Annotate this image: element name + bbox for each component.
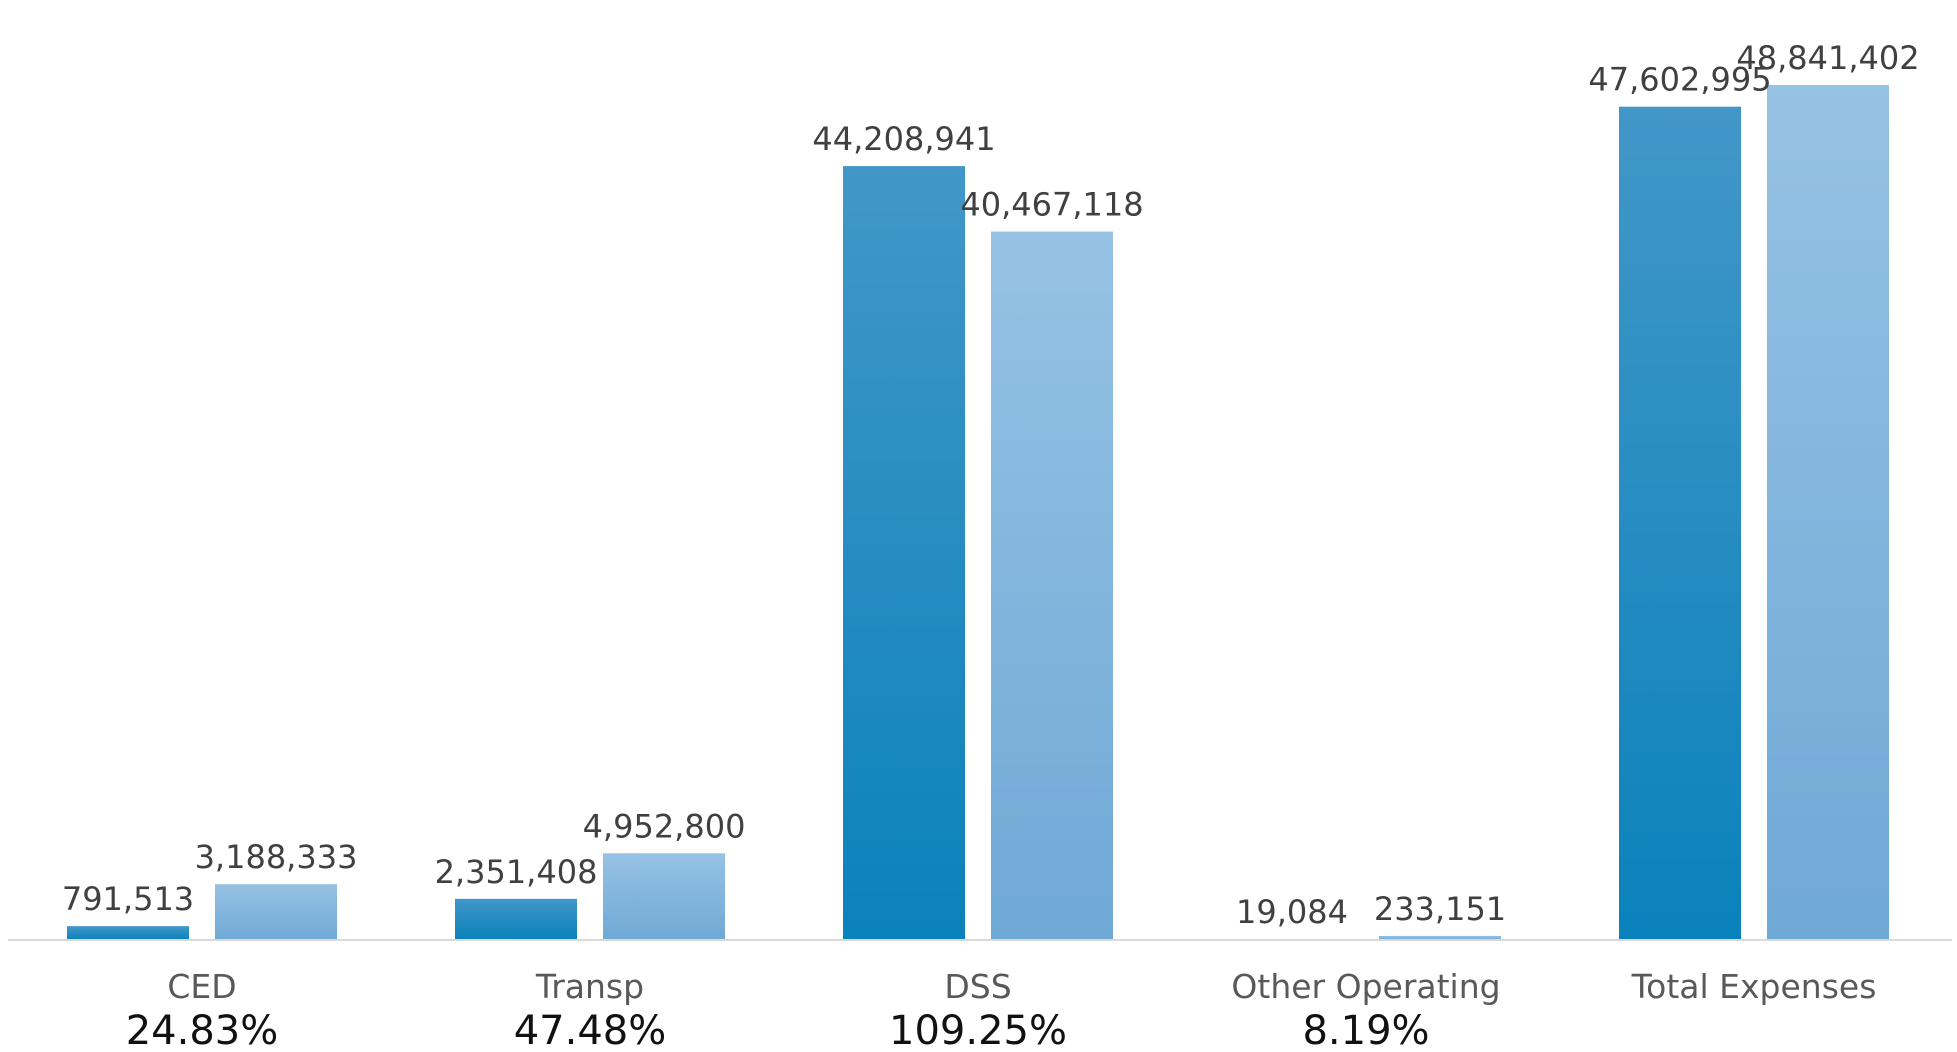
bar-dss-series-2: [991, 231, 1113, 941]
bar-other-operating-series-2: [1379, 935, 1501, 940]
bar-total-expenses-series-1: [1619, 106, 1741, 941]
data-label-ced-series-1: 791,513: [62, 880, 194, 918]
percentage-label-ced: 24.83%: [126, 1008, 279, 1052]
data-label-total-expenses-series-1: 47,602,995: [1588, 61, 1771, 99]
category-label-transp: Transp: [535, 967, 644, 1006]
bar-total-expenses-series-2: [1767, 85, 1889, 940]
data-label-ced-series-2: 3,188,333: [195, 838, 358, 876]
data-label-other-operating-series-2: 233,151: [1374, 890, 1506, 928]
bar-ced-series-2: [215, 884, 337, 940]
percentage-label-other-operating: 8.19%: [1302, 1008, 1429, 1052]
data-label-transp-series-1: 2,351,408: [435, 853, 598, 891]
bar-dss-series-1: [843, 166, 965, 941]
percentage-label-transp: 47.48%: [514, 1008, 667, 1052]
category-label-total-expenses: Total Expenses: [1631, 967, 1877, 1006]
category-label-dss: DSS: [944, 967, 1011, 1006]
data-label-dss-series-1: 44,208,941: [812, 120, 995, 158]
bar-transp-series-2: [603, 853, 725, 940]
bar-transp-series-1: [455, 898, 577, 940]
data-label-transp-series-2: 4,952,800: [583, 807, 746, 845]
bar-ced-series-1: [67, 926, 189, 940]
data-label-dss-series-2: 40,467,118: [960, 186, 1143, 224]
category-label-other-operating: Other Operating: [1231, 967, 1500, 1006]
data-label-other-operating-series-1: 19,084: [1236, 893, 1348, 931]
percentage-label-dss: 109.25%: [889, 1008, 1067, 1052]
category-label-ced: CED: [167, 967, 236, 1006]
data-label-total-expenses-series-2: 48,841,402: [1736, 39, 1919, 77]
